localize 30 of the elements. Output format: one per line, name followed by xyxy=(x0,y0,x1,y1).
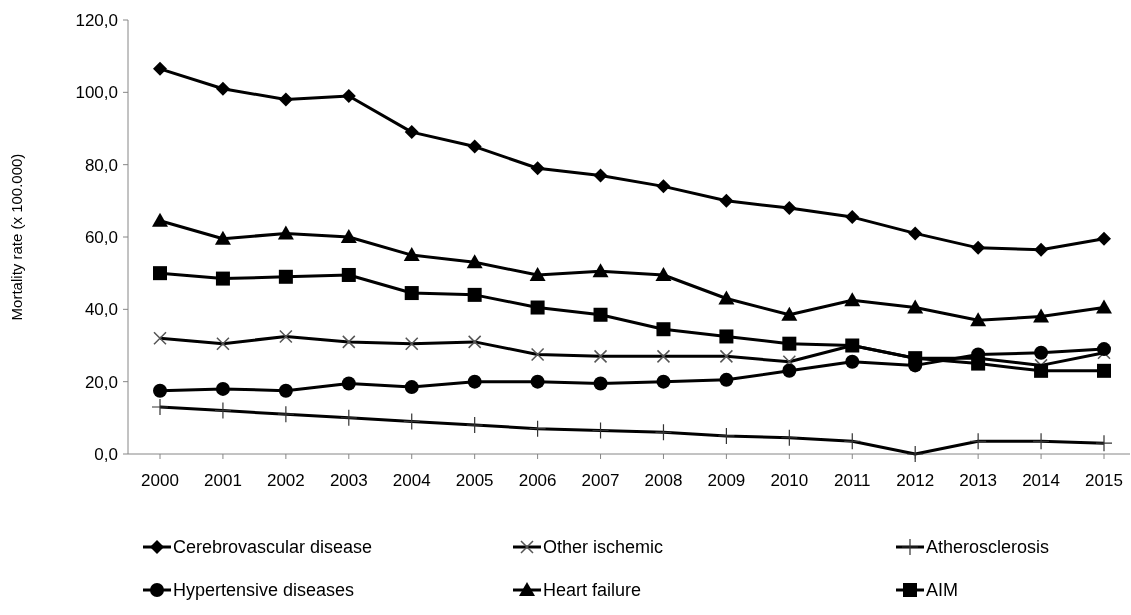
x-tick-label: 2014 xyxy=(1022,471,1060,490)
x-tick-label: 2000 xyxy=(141,471,179,490)
legend-label: Atherosclerosis xyxy=(926,537,1050,558)
legend-label: Heart failure xyxy=(543,580,642,601)
x-tick-label: 2001 xyxy=(204,471,242,490)
x-tick-label: 2011 xyxy=(833,471,871,490)
x-tick-label: 2003 xyxy=(329,471,368,490)
x-tick-label: 2013 xyxy=(959,471,998,490)
y-tick-label: 80,0 xyxy=(84,155,118,175)
x-tick-label: 2015 xyxy=(1085,471,1123,490)
y-tick-label: 100,0 xyxy=(75,83,118,103)
x-tick-label: 2008 xyxy=(644,471,683,490)
x-tick-label: 2010 xyxy=(770,471,809,490)
y-tick-label: 40,0 xyxy=(84,300,118,320)
legend-label: Other ischemic xyxy=(543,537,664,558)
x-tick-label: 2009 xyxy=(707,471,746,490)
x-tick-label: 2012 xyxy=(896,471,935,490)
y-tick-label: 20,0 xyxy=(84,372,118,392)
y-tick-label: 0,0 xyxy=(94,444,118,464)
x-tick-label: 2002 xyxy=(266,471,305,490)
x-tick-label: 2005 xyxy=(455,471,494,490)
y-tick-label: 60,0 xyxy=(84,227,118,247)
legend-label: Hypertensive diseases xyxy=(173,580,355,601)
x-tick-label: 2006 xyxy=(518,471,557,490)
y-tick-label: 120,0 xyxy=(75,10,118,30)
y-axis-title: Mortality rate (x 100.000) xyxy=(8,153,25,321)
legend-label: AIM xyxy=(926,580,959,601)
x-tick-label: 2007 xyxy=(581,471,620,490)
x-tick-label: 2004 xyxy=(392,471,431,490)
legend-label: Cerebrovascular disease xyxy=(173,537,373,558)
